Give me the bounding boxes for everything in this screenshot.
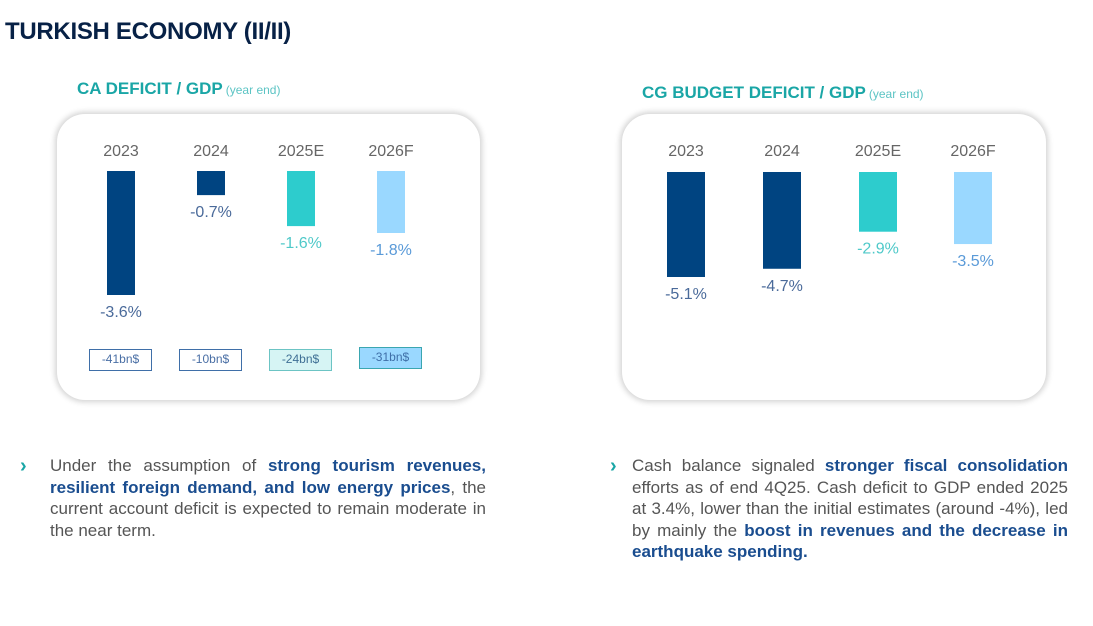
usd-value-box: -31bn$ [359,347,422,369]
cg-chart-title-text: CG BUDGET DEFICIT / GDP [642,83,866,102]
bar-2026F [954,172,992,245]
data-label: -0.7% [190,204,232,221]
ca-bullet-t1: Under the assumption of [50,456,268,475]
ca-bullet-text: Under the assumption of strong tourism r… [50,455,486,541]
data-label: -1.8% [370,242,412,259]
cg-chart-subtitle: (year end) [868,87,924,101]
bar-2025E [287,171,315,227]
bar-2024 [197,171,225,196]
cg-chart-title: CG BUDGET DEFICIT / GDP (year end) [642,83,924,103]
cg-bullet-t1: Cash balance signaled [632,456,825,475]
data-label: -4.7% [761,278,803,295]
usd-value-box: -10bn$ [179,349,242,371]
chevron-right-icon: › [610,455,617,477]
x-tick-label: 2025E [855,143,901,160]
x-tick-label: 2024 [193,143,229,160]
bar-2025E [859,172,897,232]
x-tick-label: 2023 [668,143,704,160]
cg-bullet-bold-1: stronger fiscal consolidation [824,456,1069,475]
ca-bullet-bold: strong tourism revenues, resilient forei… [50,456,486,497]
cg-bullet-t2: efforts as of end 4Q25. Cash deficit to … [632,477,1068,540]
x-tick-label: 2026F [950,143,996,160]
ca-bullet-t2: , the current account deficit is expecte… [50,477,486,540]
data-label: -5.1% [665,286,707,303]
data-label: -2.9% [857,241,899,258]
ca-chart-title-text: CA DEFICIT / GDP [77,79,223,98]
cg-bullet-bold-2: boost in revenues and the decrease in ea… [632,520,1068,562]
ca-chart-title: CA DEFICIT / GDP (year end) [77,79,280,99]
data-label: -1.6% [280,235,322,252]
page-title: TURKISH ECONOMY (II/II) [5,18,291,45]
x-tick-label: 2026F [368,143,414,160]
data-label: -3.6% [100,304,142,321]
cg-bullet-text: Cash balance signaled stronger fiscal co… [632,455,1068,563]
x-tick-label: 2024 [764,143,800,160]
bar-2024 [763,172,801,269]
ca-chart-subtitle: (year end) [225,83,281,97]
data-label: -3.5% [952,253,994,270]
bar-2023 [667,172,705,277]
bar-2026F [377,171,405,233]
chevron-right-icon: › [20,455,27,477]
x-tick-label: 2025E [278,143,324,160]
usd-value-box: -24bn$ [269,349,332,371]
usd-value-box: -41bn$ [89,349,152,371]
bar-2023 [107,171,135,295]
x-tick-label: 2023 [103,143,139,160]
